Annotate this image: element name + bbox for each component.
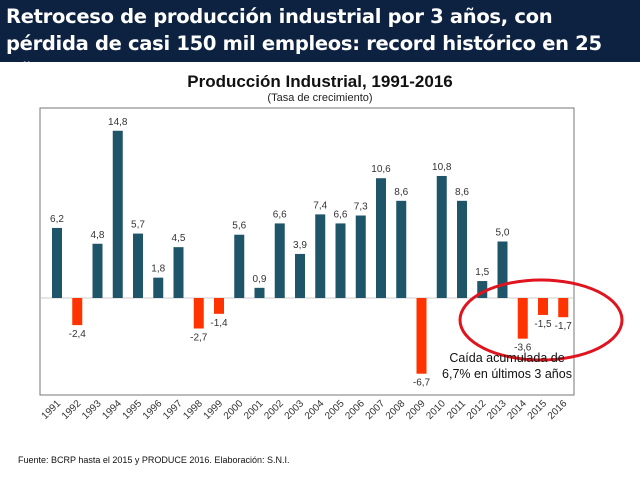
x-tick-2002: 2002 bbox=[262, 398, 286, 422]
bar-2010 bbox=[436, 175, 447, 298]
data-label-2004: 7,4 bbox=[313, 200, 327, 211]
chart-title: Producción Industrial, 1991-2016 bbox=[187, 72, 453, 91]
data-label-2007: 10,6 bbox=[371, 164, 391, 175]
x-tick-2000: 2000 bbox=[222, 398, 246, 422]
data-label-1991: 6,2 bbox=[50, 214, 64, 225]
bar-1998 bbox=[193, 298, 204, 329]
x-tick-1993: 1993 bbox=[80, 398, 104, 422]
x-tick-2014: 2014 bbox=[505, 398, 529, 422]
data-label-1994: 14,8 bbox=[108, 117, 128, 128]
bar-1996 bbox=[153, 277, 164, 298]
highlight-circle bbox=[458, 278, 624, 362]
annotation-line-2: 6,7% en últimos 3 años bbox=[442, 367, 572, 381]
data-label-1992: -2,4 bbox=[69, 329, 87, 340]
x-tick-2016: 2016 bbox=[546, 398, 570, 422]
data-label-2005: 6,6 bbox=[334, 209, 348, 220]
bar-2003 bbox=[295, 253, 305, 298]
slide-title: Retroceso de producción industrial por 3… bbox=[6, 5, 602, 82]
data-label-1995: 5,7 bbox=[131, 220, 145, 231]
bar-2013 bbox=[497, 241, 508, 298]
data-label-2010: 10,8 bbox=[432, 162, 452, 173]
data-label-2016: -1,7 bbox=[555, 321, 573, 332]
data-label-1999: -1,4 bbox=[210, 318, 228, 329]
data-label-2000: 5,6 bbox=[232, 221, 246, 232]
bar-2009 bbox=[416, 298, 427, 374]
x-tick-1996: 1996 bbox=[141, 398, 165, 422]
x-tick-1999: 1999 bbox=[202, 398, 226, 422]
data-label-2003: 3,9 bbox=[293, 240, 307, 251]
data-label-1993: 4,8 bbox=[91, 230, 105, 241]
bar-2000 bbox=[234, 234, 245, 298]
bar-1995 bbox=[133, 233, 143, 298]
x-tick-1995: 1995 bbox=[121, 398, 145, 422]
data-label-2008: 8,6 bbox=[394, 187, 408, 198]
x-tick-2011: 2011 bbox=[445, 398, 468, 421]
x-tick-2010: 2010 bbox=[424, 398, 448, 422]
data-label-2015: -1,5 bbox=[534, 319, 552, 330]
data-label-2009: -6,7 bbox=[413, 378, 431, 389]
x-tick-1997: 1997 bbox=[161, 398, 185, 422]
bar-2002 bbox=[274, 223, 285, 298]
bar-1991 bbox=[52, 227, 62, 298]
x-tick-2007: 2007 bbox=[364, 398, 388, 422]
slide-header: Retroceso de producción industrial por 3… bbox=[0, 0, 640, 82]
data-label-2011: 8,6 bbox=[455, 187, 469, 198]
bar-2015 bbox=[538, 298, 548, 315]
x-tick-1992: 1992 bbox=[60, 398, 84, 422]
x-tick-2004: 2004 bbox=[303, 398, 327, 422]
x-tick-1998: 1998 bbox=[181, 398, 205, 422]
bar-1992 bbox=[72, 298, 83, 326]
bar-2008 bbox=[396, 200, 407, 298]
x-tick-2012: 2012 bbox=[465, 398, 489, 422]
bar-1999 bbox=[214, 298, 224, 314]
bar-1994 bbox=[112, 130, 123, 298]
source-note: Fuente: BCRP hasta el 2015 y PRODUCE 201… bbox=[18, 455, 290, 465]
x-tick-2006: 2006 bbox=[343, 398, 367, 422]
annotation-line-1: Caída acumulada de bbox=[449, 351, 564, 365]
data-label-2001: 0,9 bbox=[253, 274, 267, 285]
bar-1997 bbox=[173, 247, 184, 298]
data-label-2012: 1,5 bbox=[475, 267, 489, 278]
x-tick-2003: 2003 bbox=[283, 398, 307, 422]
x-tick-2008: 2008 bbox=[384, 398, 408, 422]
x-tick-2005: 2005 bbox=[323, 398, 347, 422]
chart-subtitle: (Tasa de crecimiento) bbox=[267, 92, 373, 104]
bar-2006 bbox=[355, 215, 366, 298]
x-tick-2001: 2001 bbox=[242, 398, 266, 422]
x-tick-2013: 2013 bbox=[485, 398, 509, 422]
data-label-1996: 1,8 bbox=[151, 264, 165, 275]
bar-2001 bbox=[254, 287, 265, 298]
data-label-1998: -2,7 bbox=[190, 333, 208, 344]
bar-2016 bbox=[558, 298, 569, 318]
bar-2012 bbox=[477, 281, 488, 298]
bar-2014 bbox=[517, 298, 528, 339]
bar-2011 bbox=[457, 200, 467, 298]
data-label-2014: -3,6 bbox=[514, 343, 532, 354]
plot-frame bbox=[39, 107, 575, 396]
x-tick-2015: 2015 bbox=[526, 398, 550, 422]
data-label-2002: 6,6 bbox=[273, 209, 287, 220]
bar-2004 bbox=[315, 214, 326, 298]
x-tick-1994: 1994 bbox=[100, 398, 124, 422]
bar-2005 bbox=[335, 223, 346, 298]
data-label-2013: 5,0 bbox=[496, 228, 510, 239]
x-tick-1991: 1991 bbox=[40, 398, 64, 422]
bar-2007 bbox=[376, 178, 386, 298]
bar-1993 bbox=[92, 243, 103, 298]
x-tick-2009: 2009 bbox=[404, 398, 428, 422]
data-label-2006: 7,3 bbox=[354, 202, 368, 213]
data-label-1997: 4,5 bbox=[172, 233, 186, 244]
